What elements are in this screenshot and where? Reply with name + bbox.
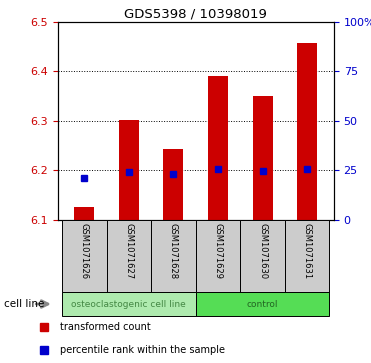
- Text: GSM1071626: GSM1071626: [80, 223, 89, 280]
- Bar: [74, 207, 94, 220]
- Bar: [119, 120, 139, 220]
- Bar: [285, 220, 329, 292]
- Text: control: control: [247, 299, 278, 309]
- Text: GSM1071627: GSM1071627: [124, 223, 133, 280]
- Title: GDS5398 / 10398019: GDS5398 / 10398019: [124, 8, 267, 21]
- Bar: [297, 42, 317, 220]
- Bar: [62, 292, 196, 316]
- Bar: [253, 96, 273, 220]
- Bar: [208, 76, 228, 220]
- Text: GSM1071629: GSM1071629: [213, 223, 223, 279]
- Text: osteoclastogenic cell line: osteoclastogenic cell line: [72, 299, 186, 309]
- Text: cell line: cell line: [4, 299, 44, 309]
- Bar: [196, 220, 240, 292]
- Bar: [106, 220, 151, 292]
- Bar: [151, 220, 196, 292]
- Text: GSM1071630: GSM1071630: [258, 223, 267, 280]
- Text: transformed count: transformed count: [60, 322, 151, 332]
- Bar: [240, 220, 285, 292]
- Text: GSM1071628: GSM1071628: [169, 223, 178, 280]
- Bar: [62, 220, 106, 292]
- Text: GSM1071631: GSM1071631: [303, 223, 312, 280]
- Bar: [163, 150, 183, 220]
- Text: percentile rank within the sample: percentile rank within the sample: [60, 345, 225, 355]
- Bar: [196, 292, 329, 316]
